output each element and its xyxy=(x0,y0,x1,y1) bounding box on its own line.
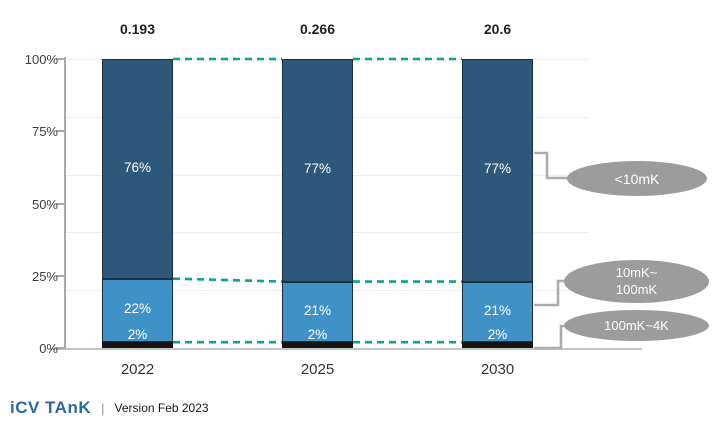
y-axis-tick-label: 25% xyxy=(31,268,58,284)
bar-segment-label: 2% xyxy=(307,327,328,343)
bar-total-label: 20.6 xyxy=(483,21,512,37)
category-label: 2022 xyxy=(120,361,155,378)
bar-segment-100mk-4k xyxy=(462,342,533,348)
y-axis-tick xyxy=(56,58,65,60)
legend-bubble-lt10mk: <10mK xyxy=(567,161,707,196)
y-axis-tick-label: 75% xyxy=(31,124,58,140)
bar-segment--10mk xyxy=(102,59,173,279)
bar-segment-100mk-4k xyxy=(282,342,353,348)
icv-tank-logo: iCV TAnK xyxy=(10,398,92,417)
bar-segment-label: 77% xyxy=(303,161,332,177)
footer-divider: | xyxy=(101,400,105,416)
y-axis-tick-label: 0% xyxy=(39,341,58,356)
bar-segment-10mk-100mk xyxy=(462,281,533,343)
y-axis-tick xyxy=(56,202,65,205)
footer: iCV TAnK | Version Feb 2023 xyxy=(10,398,209,418)
bar-2022: 2% 22% 76% xyxy=(102,59,173,348)
bar-segment-label: 2% xyxy=(127,327,148,343)
bar-2030: 2% 21% 77% xyxy=(462,59,533,348)
bar-total-label: 0.266 xyxy=(299,21,336,37)
y-axis-tick-label: 50% xyxy=(31,196,58,212)
x-axis-line xyxy=(50,348,642,350)
bar-segment--10mk xyxy=(462,59,533,282)
category-label: 2025 xyxy=(300,361,335,378)
legend-bubble-100mk-4k: 100mK~4K xyxy=(564,310,709,341)
y-axis-tick-label: 100% xyxy=(24,52,58,67)
y-axis-tick xyxy=(56,130,65,133)
bar-segment-label: 21% xyxy=(303,302,332,318)
bar-segment-10mk-100mk xyxy=(102,278,173,343)
bar-segment-label: 77% xyxy=(483,161,512,177)
bar-segment-label: 22% xyxy=(123,301,152,317)
bar-2025: 2% 21% 77% xyxy=(282,59,353,348)
bar-total-label: 0.193 xyxy=(119,21,156,37)
legend-bubble-10mk-100mk: 10mK~ 100mK xyxy=(564,260,709,303)
bar-segment-10mk-100mk xyxy=(282,281,353,343)
bar-segment-label: 21% xyxy=(483,302,512,318)
legend-bubble-label: 10mK~ 100mK xyxy=(615,264,658,297)
legend-callout-line xyxy=(534,279,567,307)
legend-bubble-label: 100mK~4K xyxy=(604,318,669,333)
legend-bubble-label: <10mK xyxy=(614,170,660,187)
bar-segment-100mk-4k xyxy=(102,342,173,348)
bar-segment-label: 76% xyxy=(123,159,152,175)
dashed-link-line xyxy=(172,277,283,283)
version-label: Version Feb 2023 xyxy=(114,401,209,415)
y-axis-tick xyxy=(56,274,65,277)
bar-segment--10mk xyxy=(282,59,353,282)
y-axis-tick xyxy=(56,347,65,349)
legend-callout-line xyxy=(534,324,567,350)
category-label: 2030 xyxy=(480,361,515,378)
y-axis-line xyxy=(64,57,66,350)
bar-segment-label: 2% xyxy=(487,327,508,343)
